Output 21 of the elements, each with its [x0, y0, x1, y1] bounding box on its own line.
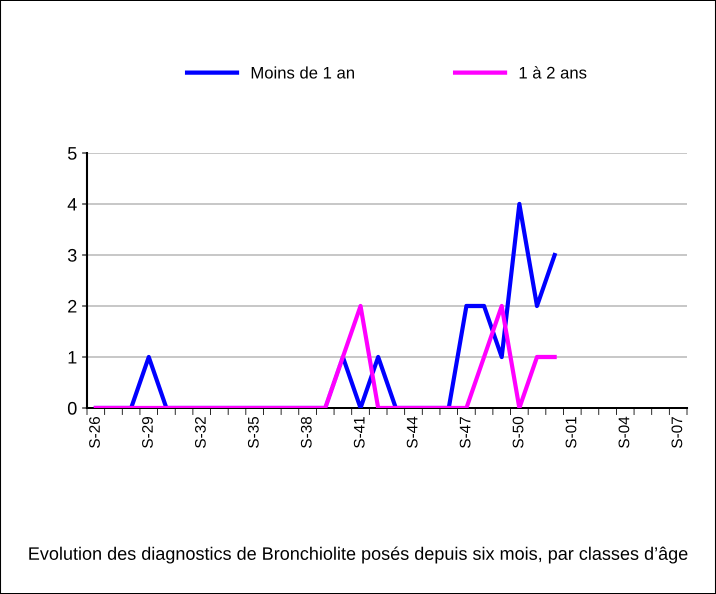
x-tick-label: S-47	[460, 417, 471, 448]
y-tick-label: 2	[68, 300, 76, 313]
x-tick-label: S-35	[248, 416, 259, 448]
x-tick-label: S-41	[354, 417, 365, 448]
x-tick-label: S-38	[300, 416, 312, 448]
y-tick-label: 3	[68, 248, 76, 262]
x-tick-label: S-29	[142, 417, 153, 448]
x-tick-label: S-50	[512, 416, 524, 448]
y-tick-label: 4	[68, 198, 77, 211]
x-tick-label: S-01	[566, 417, 576, 448]
y-tick-label: 1	[68, 351, 76, 364]
legend-label: Moins de 1 an	[252, 66, 354, 79]
x-tick-label: S-32	[194, 417, 206, 448]
y-tick-label: 5	[68, 147, 77, 160]
x-tick-label: S-26	[89, 417, 100, 448]
y-tick-label: 0	[68, 402, 77, 415]
text: Evolution des diagnostics de Bronchiolite posés depuis six mois, par classes d’âge	[29, 546, 688, 564]
x-tick-label: S-04	[618, 416, 630, 448]
x-tick-label: S-44	[406, 416, 418, 448]
legend-label: 1 à 2 ans	[520, 66, 586, 79]
x-tick-label: S-07	[671, 417, 682, 448]
